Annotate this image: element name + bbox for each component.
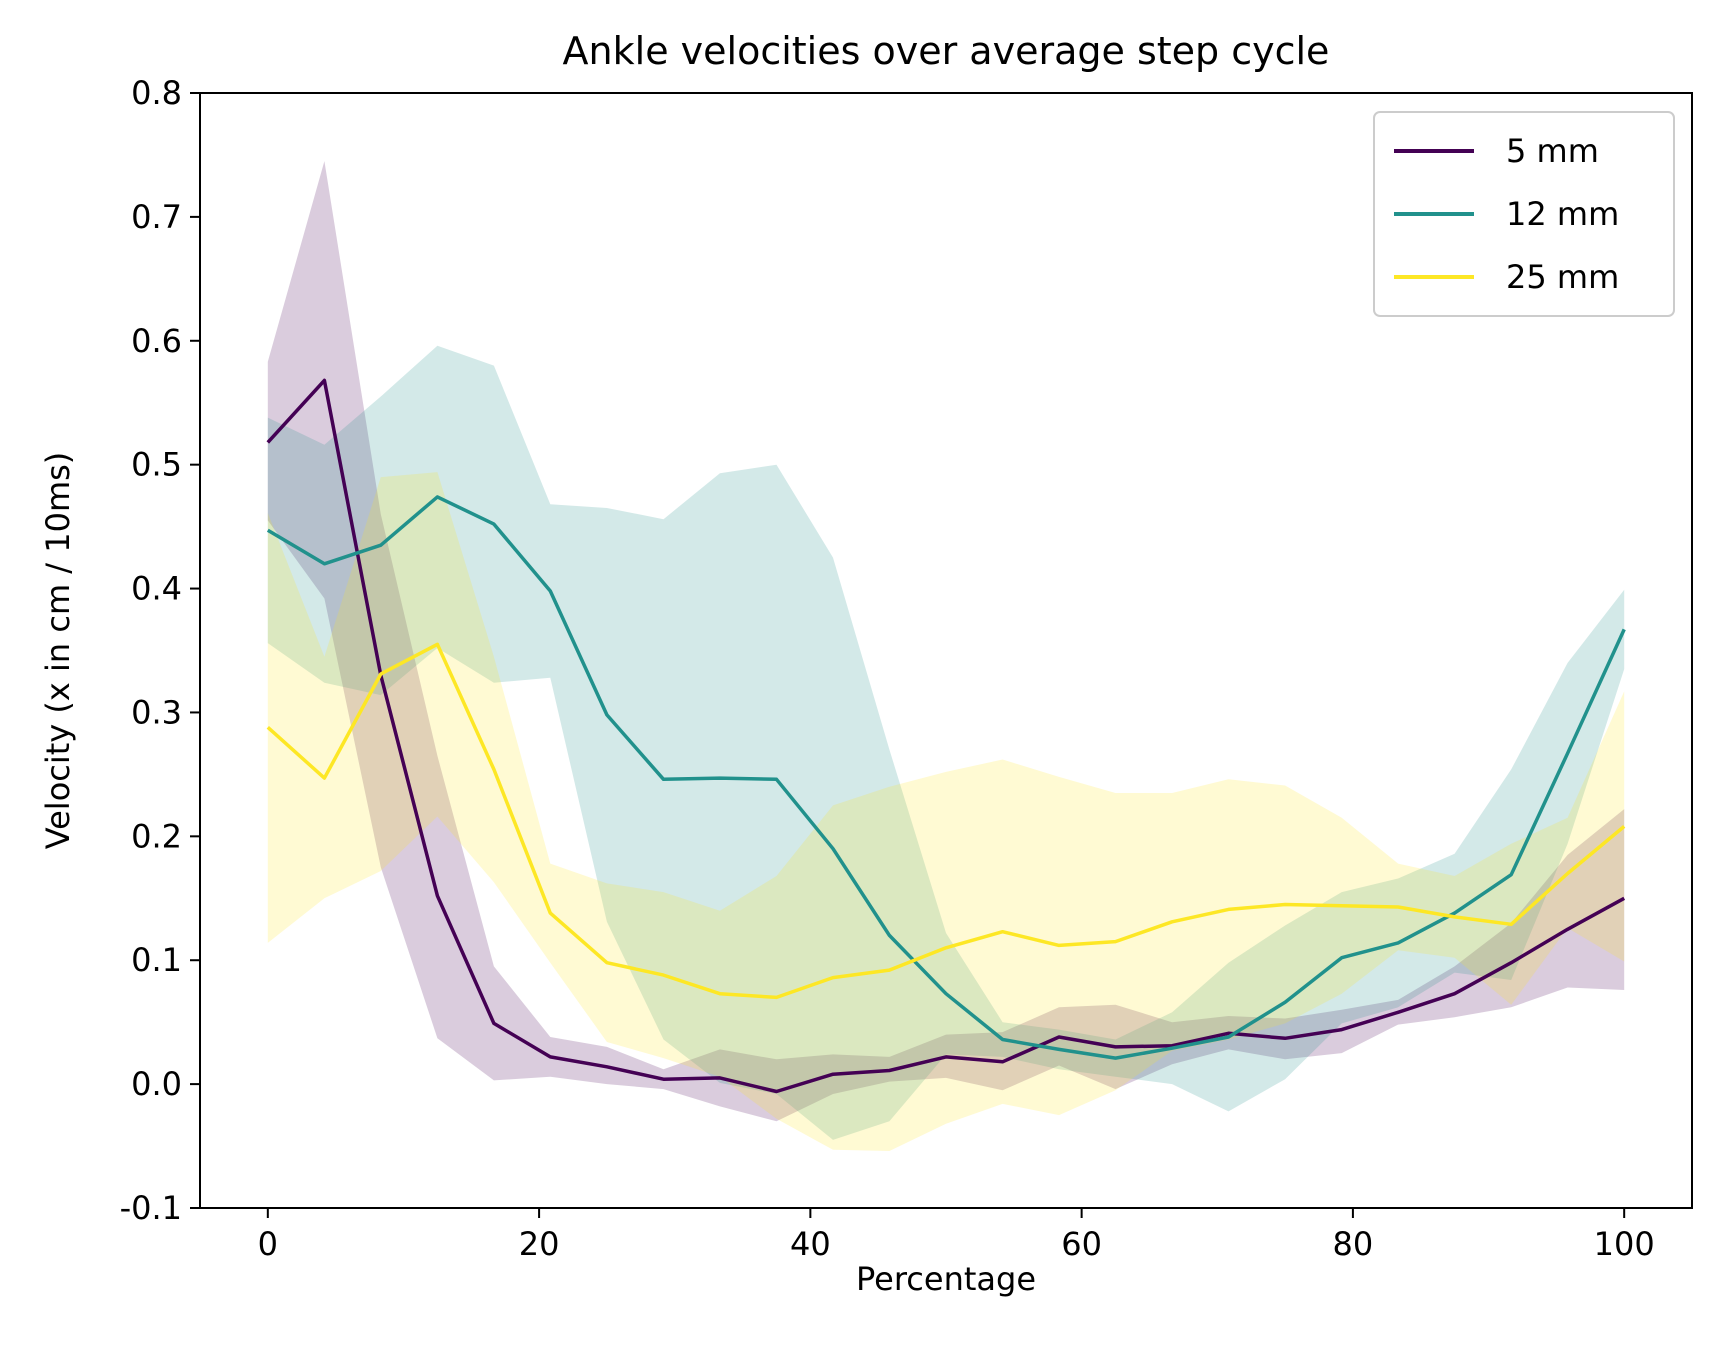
- y-tick-label: 0.3: [131, 693, 182, 731]
- x-tick-label: 20: [519, 1225, 560, 1263]
- legend: 5 mm 12 mm 25 mm: [1373, 111, 1675, 317]
- y-tick-label: 0.6: [131, 322, 182, 360]
- uncertainty-bands: [267, 161, 1625, 1152]
- legend-label-2: 25 mm: [1506, 258, 1619, 296]
- line-series-2: [266, 642, 1626, 1000]
- legend-label-0: 5 mm: [1506, 132, 1599, 170]
- band-series-2: [267, 472, 1625, 1152]
- y-tick-label: 0.8: [131, 74, 182, 112]
- band-series-1: [267, 345, 1625, 1140]
- y-tick-label: -0.1: [120, 1189, 182, 1227]
- x-axis-ticks: 0 20 40 60 80 100: [258, 1208, 1655, 1263]
- y-tick-label: 0.5: [131, 446, 182, 484]
- x-tick-label: 60: [1061, 1225, 1102, 1263]
- y-tick-label: 0.2: [131, 817, 182, 855]
- line-series-1: [266, 495, 1626, 1060]
- x-tick-label: 0: [258, 1225, 278, 1263]
- y-tick-label: 0.0: [131, 1065, 182, 1103]
- x-tick-label: 80: [1333, 1225, 1374, 1263]
- x-tick-label: 40: [790, 1225, 831, 1263]
- series-lines: [266, 378, 1626, 1094]
- line-series-0: [266, 378, 1626, 1094]
- legend-box: [1373, 111, 1675, 317]
- chart-title: Ankle velocities over average step cycle: [563, 29, 1330, 73]
- x-tick-label: 100: [1594, 1225, 1655, 1263]
- y-tick-label: 0.1: [131, 941, 182, 979]
- y-tick-label: 0.7: [131, 198, 182, 236]
- legend-label-1: 12 mm: [1506, 195, 1619, 233]
- y-axis-ticks: -0.1 0.0 0.1 0.2 0.3 0.4 0.5 0.6 0.7 0.8: [120, 74, 200, 1227]
- y-tick-label: 0.4: [131, 570, 182, 608]
- plot-frame: [199, 92, 1693, 1209]
- x-axis-title: Percentage: [856, 1260, 1036, 1298]
- y-axis-title: Velocity (x in cm / 10ms): [39, 452, 77, 850]
